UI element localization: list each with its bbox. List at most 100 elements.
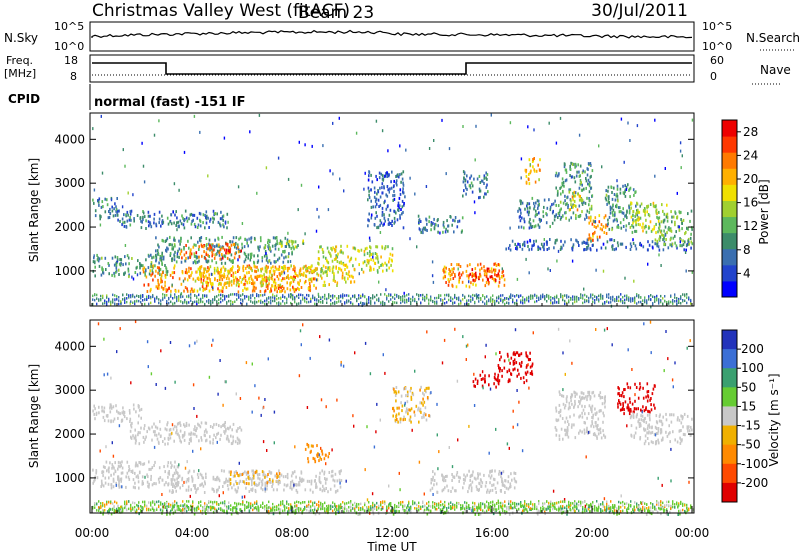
data-cell (231, 274, 233, 277)
data-cell (521, 361, 523, 364)
data-cell (324, 457, 326, 460)
data-cell (337, 489, 339, 492)
data-cell (589, 233, 591, 236)
data-cell (265, 270, 267, 273)
data-cell (341, 269, 343, 272)
data-cell (321, 277, 323, 280)
data-cell (397, 204, 399, 207)
ground-cell (594, 299, 595, 302)
data-cell (677, 215, 679, 218)
ground-cell (470, 295, 471, 298)
data-cell (254, 265, 256, 268)
data-cell (176, 426, 178, 429)
ground-cell (406, 301, 407, 304)
data-cell (288, 255, 290, 258)
data-cell (116, 410, 118, 413)
data-cell (259, 245, 261, 248)
ground-cell (468, 303, 469, 306)
data-cell (99, 257, 101, 260)
data-cell (534, 225, 536, 228)
ground-cell (218, 302, 219, 305)
ground-cell (306, 294, 307, 297)
noise-cell (601, 165, 602, 168)
data-cell (443, 479, 445, 482)
data-cell (462, 281, 464, 284)
data-cell (232, 436, 234, 439)
power-scatter-cells (92, 114, 693, 309)
ground-cell (286, 301, 287, 304)
ground-cell (684, 300, 685, 303)
data-cell (401, 409, 403, 412)
data-cell (198, 256, 200, 259)
ground-cell (394, 301, 395, 304)
noise-cell (227, 221, 228, 224)
ground-cell (338, 300, 339, 303)
data-cell (559, 187, 561, 190)
colorbar-swatch (722, 184, 737, 201)
noise-cell (378, 281, 379, 284)
data-cell (501, 276, 503, 279)
data-cell (141, 408, 143, 411)
data-cell (364, 260, 366, 263)
data-cell (463, 474, 465, 477)
data-cell (405, 387, 407, 390)
data-cell (217, 279, 219, 282)
data-cell (164, 281, 166, 284)
ground-cell (464, 296, 465, 299)
freq-unit: [MHz] (4, 67, 36, 80)
data-cell (214, 257, 216, 260)
data-cell (576, 175, 578, 178)
data-cell (623, 388, 625, 391)
data-cell (477, 474, 479, 477)
noise-cell (382, 129, 383, 132)
data-cell (153, 482, 155, 485)
data-cell (142, 216, 144, 219)
noise-cell (549, 122, 550, 125)
data-cell (490, 276, 492, 279)
data-cell (160, 281, 162, 284)
data-cell (650, 403, 652, 406)
ground-cell (650, 294, 651, 297)
ground-cell (452, 298, 453, 301)
data-cell (146, 473, 148, 476)
noise-cell (474, 211, 475, 214)
data-cell (600, 431, 602, 434)
ground-cell (108, 299, 109, 302)
noise-cell (433, 139, 434, 142)
data-cell (523, 242, 525, 245)
data-cell (562, 191, 564, 194)
data-cell (526, 181, 528, 184)
data-cell (501, 369, 503, 372)
data-cell (123, 413, 125, 416)
data-cell (531, 370, 533, 373)
ground-cell (254, 300, 255, 303)
data-cell (654, 242, 656, 245)
data-cell (423, 393, 425, 396)
data-cell (481, 267, 483, 270)
data-cell (376, 226, 378, 229)
data-cell (152, 264, 154, 267)
data-cell (130, 418, 132, 421)
data-cell (277, 475, 279, 478)
ground-cell (178, 299, 179, 302)
data-cell (289, 240, 291, 243)
ground-cell (420, 294, 421, 297)
data-cell (190, 236, 192, 239)
data-cell (376, 178, 378, 181)
data-cell (518, 226, 520, 229)
data-cell (176, 216, 178, 219)
data-cell (482, 481, 484, 484)
data-cell (186, 271, 188, 274)
data-cell (390, 222, 392, 225)
ground-cell (564, 294, 565, 297)
data-cell (263, 273, 265, 276)
data-cell (193, 261, 195, 264)
nave-tick-high: 60 (710, 54, 724, 67)
ground-cell (324, 295, 325, 298)
noise-cell (393, 185, 394, 188)
y-tick-label: 2000 (54, 220, 85, 234)
ground-cell (638, 294, 639, 297)
data-cell (344, 277, 346, 280)
data-cell (267, 481, 269, 484)
data-cell (232, 261, 234, 264)
